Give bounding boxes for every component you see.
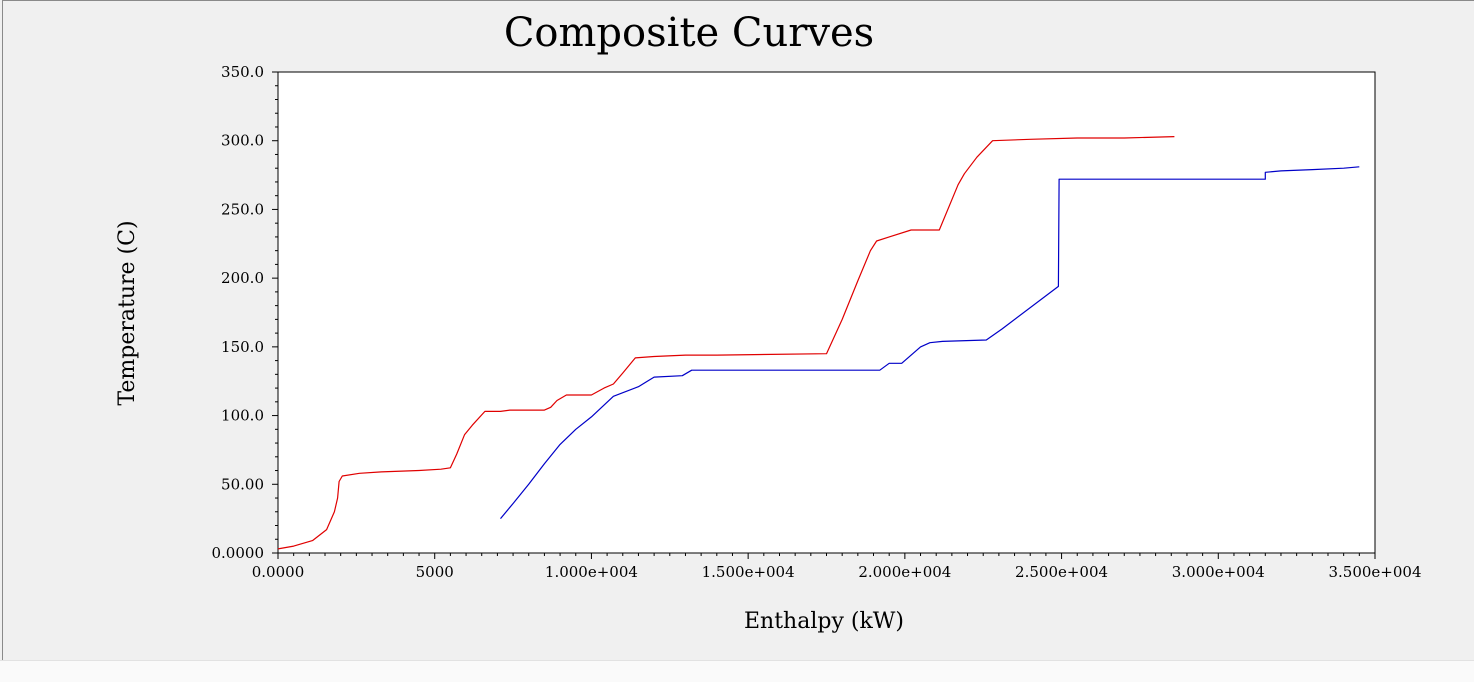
x-axis-label: Enthalpy (kW): [744, 609, 904, 634]
y-tick-label: 50.00: [221, 475, 264, 493]
x-tick-label: 0.0000: [252, 563, 305, 581]
y-tick-label: 100.0: [221, 407, 264, 425]
x-tick-label: 1.000e+004: [545, 563, 638, 581]
x-tick-label: 2.500e+004: [1015, 563, 1108, 581]
cold-composite-curve: [500, 166, 1360, 519]
plot-area: [277, 71, 1376, 554]
y-tick-label: 0.0000: [212, 544, 265, 562]
x-tick-label: 5000: [416, 563, 454, 581]
chart-title: Composite Curves: [504, 10, 874, 56]
y-tick-label: 300.0: [221, 132, 264, 150]
window-bottom-strip: [0, 660, 1474, 682]
x-tick-label: 3.000e+004: [1172, 563, 1265, 581]
series-layer: [277, 136, 1360, 550]
y-axis-label: Temperature (C): [115, 220, 140, 405]
y-tick-label: 350.0: [221, 63, 264, 81]
x-axis-ticks: 0.0000 5000 1.000e+004 1.500e+004 2.000e+004…: [252, 553, 1422, 581]
hot-composite-curve: [277, 136, 1175, 550]
y-tick-label: 200.0: [221, 269, 264, 287]
window-frame-top: [2, 0, 1474, 1]
y-axis-ticks: 0.0000 50.00 100.0 150.0 200.0 250.0 300.0 350.…: [212, 63, 278, 562]
composite-curves-chart: Composite Curves Temperature (C) Enthalp…: [115, 10, 1422, 634]
x-tick-label: 1.500e+004: [702, 563, 795, 581]
x-tick-label: 2.000e+004: [858, 563, 951, 581]
y-tick-label: 250.0: [221, 200, 264, 218]
x-tick-label: 3.500e+004: [1328, 563, 1421, 581]
y-tick-label: 150.0: [221, 338, 264, 356]
window-frame-left: [2, 0, 3, 660]
